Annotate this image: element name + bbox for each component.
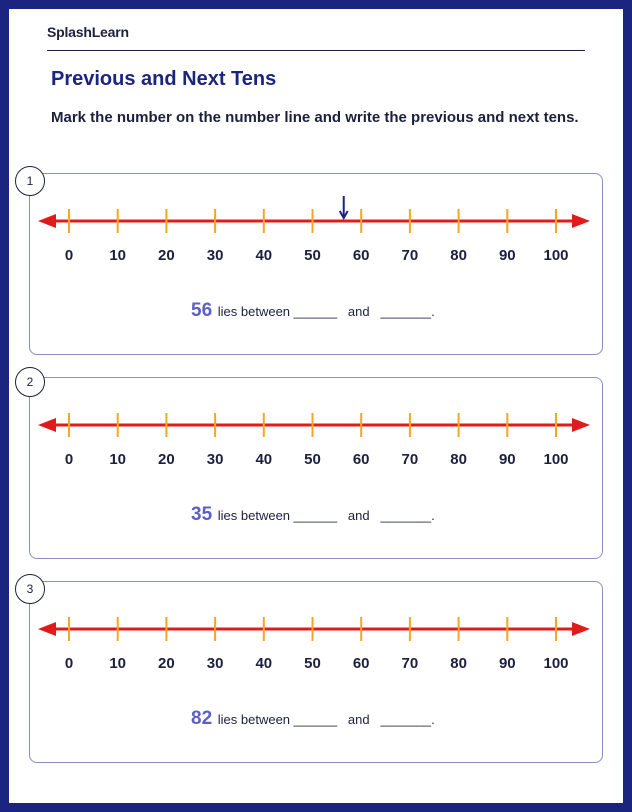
right-arrowhead	[572, 622, 590, 636]
tick-label: 0	[65, 247, 73, 264]
left-arrowhead	[38, 418, 56, 432]
target-number-1: 56	[191, 300, 213, 321]
instructions: Mark the number on the number line and w…	[51, 109, 579, 126]
tick-label: 60	[353, 247, 370, 264]
page-title: Previous and Next Tens	[51, 68, 277, 90]
and-text-1: and	[347, 304, 370, 319]
answer-blank-next-1[interactable]: _______.	[380, 304, 435, 319]
between-text-3: lies between	[217, 712, 291, 727]
tick-label: 60	[353, 451, 370, 468]
left-arrowhead	[38, 214, 56, 228]
tick-label: 70	[402, 247, 419, 264]
problem-number-badge-1: 1	[15, 166, 45, 196]
target-number-3: 82	[191, 708, 213, 729]
answer-sentence-1: 56 lies between ______ and _______.	[191, 300, 435, 322]
tick-label: 20	[158, 451, 175, 468]
answer-sentence-2: 35 lies between ______ and _______.	[191, 504, 435, 526]
problem-card-1	[29, 173, 603, 355]
tick-label: 70	[402, 655, 419, 672]
tick-label: 10	[109, 451, 126, 468]
tick-label: 90	[499, 247, 516, 264]
tick-label: 20	[158, 655, 175, 672]
marker-arrow-icon	[338, 196, 349, 221]
tick-label: 30	[207, 655, 224, 672]
tick-label: 0	[65, 451, 73, 468]
between-text-1: lies between	[217, 304, 291, 319]
tick-label: 90	[499, 451, 516, 468]
tick-label: 100	[543, 247, 568, 264]
tick-label: 50	[304, 451, 321, 468]
problem-number-badge-2: 2	[15, 367, 45, 397]
answer-blank-previous-3[interactable]: ______	[293, 712, 338, 727]
tick-label: 10	[109, 655, 126, 672]
answer-blank-previous-1[interactable]: ______	[293, 304, 338, 319]
tick-label: 60	[353, 655, 370, 672]
answer-blank-next-3[interactable]: _______.	[380, 712, 435, 727]
answer-blank-next-2[interactable]: _______.	[380, 508, 435, 523]
right-arrowhead	[572, 418, 590, 432]
target-number-2: 35	[191, 504, 213, 525]
tick-label: 10	[109, 247, 126, 264]
header-divider	[47, 50, 585, 51]
tick-label: 40	[255, 247, 272, 264]
tick-label: 0	[65, 655, 73, 672]
tick-label: 40	[255, 451, 272, 468]
tick-label: 30	[207, 247, 224, 264]
tick-label: 20	[158, 247, 175, 264]
and-text-2: and	[347, 508, 370, 523]
left-arrowhead	[38, 622, 56, 636]
tick-label: 30	[207, 451, 224, 468]
problem-card-2	[29, 377, 603, 559]
brand-logo: SplashLearn	[47, 24, 129, 40]
problem-card-3	[29, 581, 603, 763]
tick-label: 90	[499, 655, 516, 672]
answer-blank-previous-2[interactable]: ______	[293, 508, 338, 523]
tick-label: 50	[304, 655, 321, 672]
tick-label: 80	[450, 451, 467, 468]
answer-sentence-3: 82 lies between ______ and _______.	[191, 708, 435, 730]
right-arrowhead	[572, 214, 590, 228]
tick-label: 50	[304, 247, 321, 264]
tick-label: 100	[543, 655, 568, 672]
problem-number-badge-3: 3	[15, 574, 45, 604]
and-text-3: and	[347, 712, 370, 727]
tick-label: 80	[450, 247, 467, 264]
between-text-2: lies between	[217, 508, 291, 523]
tick-label: 100	[543, 451, 568, 468]
tick-label: 80	[450, 655, 467, 672]
tick-label: 40	[255, 655, 272, 672]
tick-label: 70	[402, 451, 419, 468]
